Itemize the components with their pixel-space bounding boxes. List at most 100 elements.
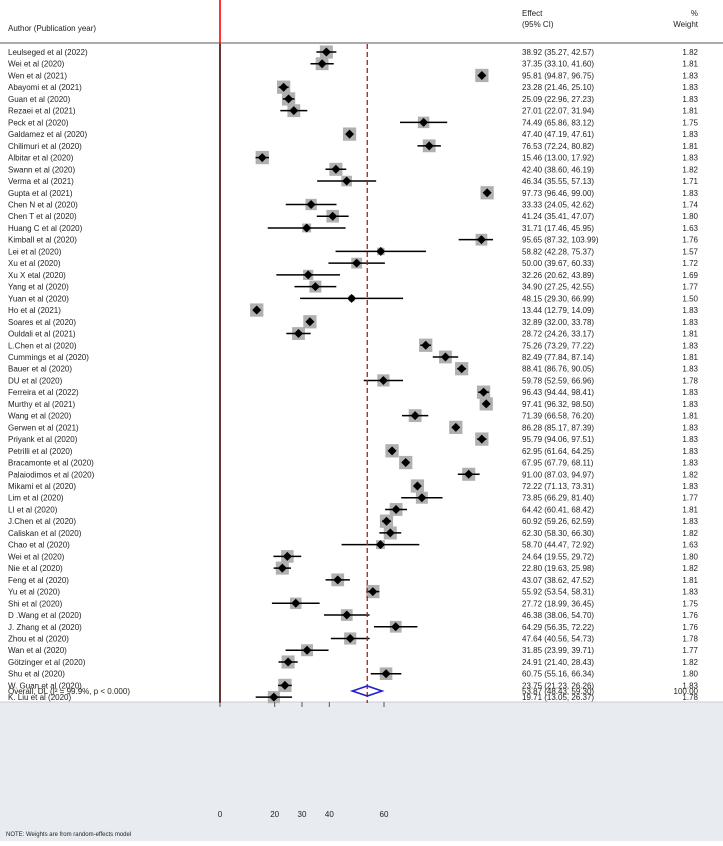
study-row: Gerwen et al (2021) 86.28 (85.17, 87.39) 1…: [8, 420, 699, 434]
study-weight: 1.57: [682, 247, 698, 256]
study-point-estimate: [283, 657, 293, 667]
study-label: Verma et al (2021): [8, 177, 74, 186]
study-effect-ci: 42.40 (38.60, 46.19): [522, 165, 594, 174]
study-effect-ci: 91.00 (87.03, 94.97): [522, 470, 594, 479]
study-point-estimate: [378, 375, 388, 385]
study-label: Peck et al (2020): [8, 118, 69, 127]
study-point-estimate: [385, 528, 395, 538]
study-effect-ci: 62.95 (61.64, 64.25): [522, 447, 594, 456]
study-label: W. Guan et al (2020): [8, 681, 82, 690]
study-weight: 1.83: [682, 681, 698, 690]
study-point-estimate: [375, 540, 385, 550]
study-weight: 1.81: [682, 330, 698, 339]
study-row: Priyank et al (2020) 95.79 (94.06, 97.51)…: [8, 432, 699, 446]
study-weight: 1.78: [682, 376, 698, 385]
study-label: Shu et al (2020): [8, 670, 65, 679]
study-row: Xu et al (2020) 50.00 (39.67, 60.33) 1.72: [8, 257, 699, 269]
study-effect-ci: 24.64 (19.55, 29.72): [522, 552, 594, 561]
study-effect-ci: 32.26 (20.62, 43.89): [522, 271, 594, 280]
study-label: Götzinger et al (2020): [8, 658, 86, 667]
study-point-estimate: [476, 235, 486, 245]
weight-column-header: Weight: [673, 20, 699, 29]
study-weight: 1.78: [682, 693, 698, 702]
study-label: Chen T et al (2020): [8, 212, 77, 221]
study-row: Abayomi et al (2021) 23.28 (21.46, 25.10)…: [8, 80, 699, 94]
study-label: Murthy et al (2021): [8, 400, 75, 409]
study-label: J.Chen et al (2020): [8, 517, 76, 526]
study-weight: 1.63: [682, 224, 698, 233]
study-effect-ci: 72.22 (71.13, 73.31): [522, 482, 594, 491]
study-effect-ci: 47.64 (40.56, 54.73): [522, 635, 594, 644]
study-label: Galdamez et al (2020): [8, 130, 87, 139]
study-point-estimate: [310, 282, 320, 292]
study-row: Peck et al (2020) 74.49 (65.86, 83.12) 1.7…: [8, 116, 699, 129]
study-row: Rezaei et al (2021) 27.01 (22.07, 31.94) 1…: [8, 104, 699, 118]
study-label: Zhou et al (2020): [8, 635, 69, 644]
study-label: Nie et al (2020): [8, 564, 63, 573]
study-point-estimate: [331, 164, 341, 174]
study-point-estimate: [424, 141, 434, 151]
study-point-estimate: [352, 258, 362, 268]
study-weight: 1.83: [682, 95, 698, 104]
study-weight: 1.69: [682, 271, 698, 280]
study-effect-ci: 58.82 (42.28, 75.37): [522, 247, 594, 256]
author-column-header: Author (Publication year): [8, 24, 96, 33]
study-label: Swann et al (2020): [8, 165, 75, 174]
study-weight: 1.80: [682, 670, 698, 679]
study-label: Wei et al (2020): [8, 552, 65, 561]
plot-overlay: [219, 0, 385, 703]
study-effect-ci: 47.40 (47.19, 47.61): [522, 130, 594, 139]
study-point-estimate: [482, 188, 492, 198]
study-row: J.Chen et al (2020) 60.92 (59.26, 62.59) 1…: [8, 514, 699, 528]
study-label: Yu et al (2020): [8, 588, 60, 597]
study-weight: 1.81: [682, 412, 698, 421]
study-label: Gupta et al (2021): [8, 189, 73, 198]
study-effect-ci: 75.26 (73.29, 77.22): [522, 341, 594, 350]
study-row: Ouldali et al (2021) 28.72 (24.26, 33.17)…: [8, 327, 699, 340]
study-weight: 1.83: [682, 341, 698, 350]
study-point-estimate: [376, 246, 386, 256]
study-effect-ci: 96.43 (94.44, 98.41): [522, 388, 594, 397]
study-point-estimate: [391, 622, 401, 632]
study-label: Ferreira et al (2022): [8, 388, 79, 397]
study-row: Feng et al (2020) 43.07 (38.62, 47.52) 1.8…: [8, 573, 699, 587]
study-label: L.Chen et al (2020): [8, 341, 77, 350]
study-weight: 1.81: [682, 60, 698, 69]
study-weight: 1.74: [682, 200, 698, 209]
study-point-estimate: [305, 317, 315, 327]
study-weight: 1.82: [682, 658, 698, 667]
study-point-estimate: [345, 129, 355, 139]
study-weight: 1.83: [682, 423, 698, 432]
study-label: Ouldali et al (2021): [8, 330, 76, 339]
study-row: Wen et al (2021) 95.81 (94.87, 96.75) 1.83: [8, 68, 699, 83]
study-point-estimate: [252, 305, 262, 315]
study-effect-ci: 22.80 (19.63, 25.98): [522, 564, 594, 573]
study-weight: 1.82: [682, 564, 698, 573]
study-effect-ci: 48.15 (29.30, 66.99): [522, 294, 594, 303]
study-effect-ci: 76.53 (72.24, 80.82): [522, 142, 594, 151]
study-point-estimate: [417, 493, 427, 503]
study-row: Shi et al (2020) 27.72 (18.99, 36.45) 1.75: [8, 597, 699, 610]
study-weight: 1.72: [682, 259, 698, 268]
study-effect-ci: 88.41 (86.76, 90.05): [522, 365, 594, 374]
x-axis-tick-label: 0: [218, 810, 223, 819]
overall-diamond: [349, 685, 385, 697]
study-row: Ferreira et al (2022) 96.43 (94.44, 98.41…: [8, 385, 699, 399]
study-label: Rezaei et al (2021): [8, 107, 76, 116]
study-point-estimate: [333, 575, 343, 585]
study-row: Nie et al (2020) 22.80 (19.63, 25.98) 1.82: [8, 561, 699, 575]
study-point-estimate: [381, 669, 391, 679]
study-row: Swann et al (2020) 42.40 (38.60, 46.19) 1.…: [8, 162, 699, 176]
study-weight: 1.71: [682, 177, 698, 186]
study-effect-ci: 28.72 (24.26, 33.17): [522, 330, 594, 339]
study-weight: 1.82: [682, 165, 698, 174]
study-point-estimate: [302, 645, 312, 655]
study-weight: 1.83: [682, 130, 698, 139]
study-weight: 1.78: [682, 635, 698, 644]
study-effect-ci: 13.44 (12.79, 14.09): [522, 306, 594, 315]
figure-outer-band: [0, 702, 723, 841]
study-effect-ci: 73.85 (66.29, 81.40): [522, 494, 594, 503]
study-row: Chen N et al (2020) 33.33 (24.05, 42.62) 1…: [8, 198, 699, 211]
study-point-estimate: [342, 610, 352, 620]
study-effect-ci: 27.72 (18.99, 36.45): [522, 599, 594, 608]
